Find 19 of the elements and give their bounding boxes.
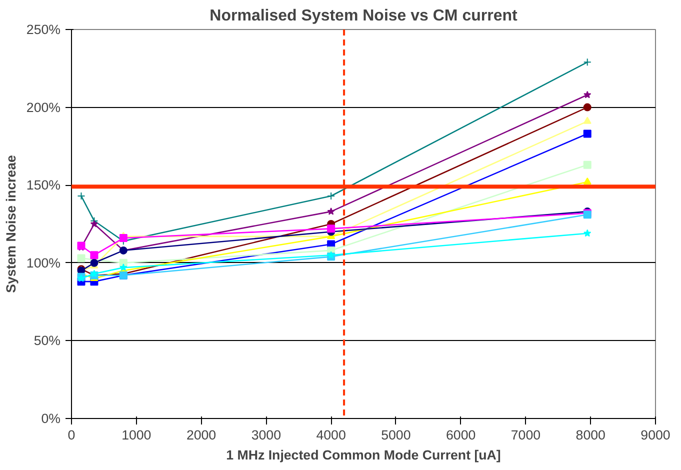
y-tick-label: 250% [26,22,61,37]
x-tick-label: 3000 [251,428,281,442]
x-tick-label: 1000 [122,428,152,442]
y-tick-label: 150% [26,178,61,193]
y-axis-title: System Noise increae [3,155,18,293]
y-tick-label: 50% [34,333,61,348]
x-tick-label: 2000 [186,428,216,442]
x-tick-label: 0 [68,428,76,442]
x-tick-label: 4000 [316,428,346,442]
chart-title: Normalised System Noise vs CM current [210,8,518,24]
y-tick-label: 200% [26,100,61,115]
x-axis-title: 1 MHz Injected Common Mode Current [uA] [226,448,501,462]
y-tick-label: 100% [26,255,61,270]
x-tick-label: 7000 [510,428,541,442]
x-tick-label: 5000 [381,428,411,442]
x-tick-label: 9000 [640,428,670,442]
x-tick-label: 6000 [446,428,476,442]
x-tick-label: 8000 [576,428,606,442]
y-tick-label: 0% [41,411,61,426]
